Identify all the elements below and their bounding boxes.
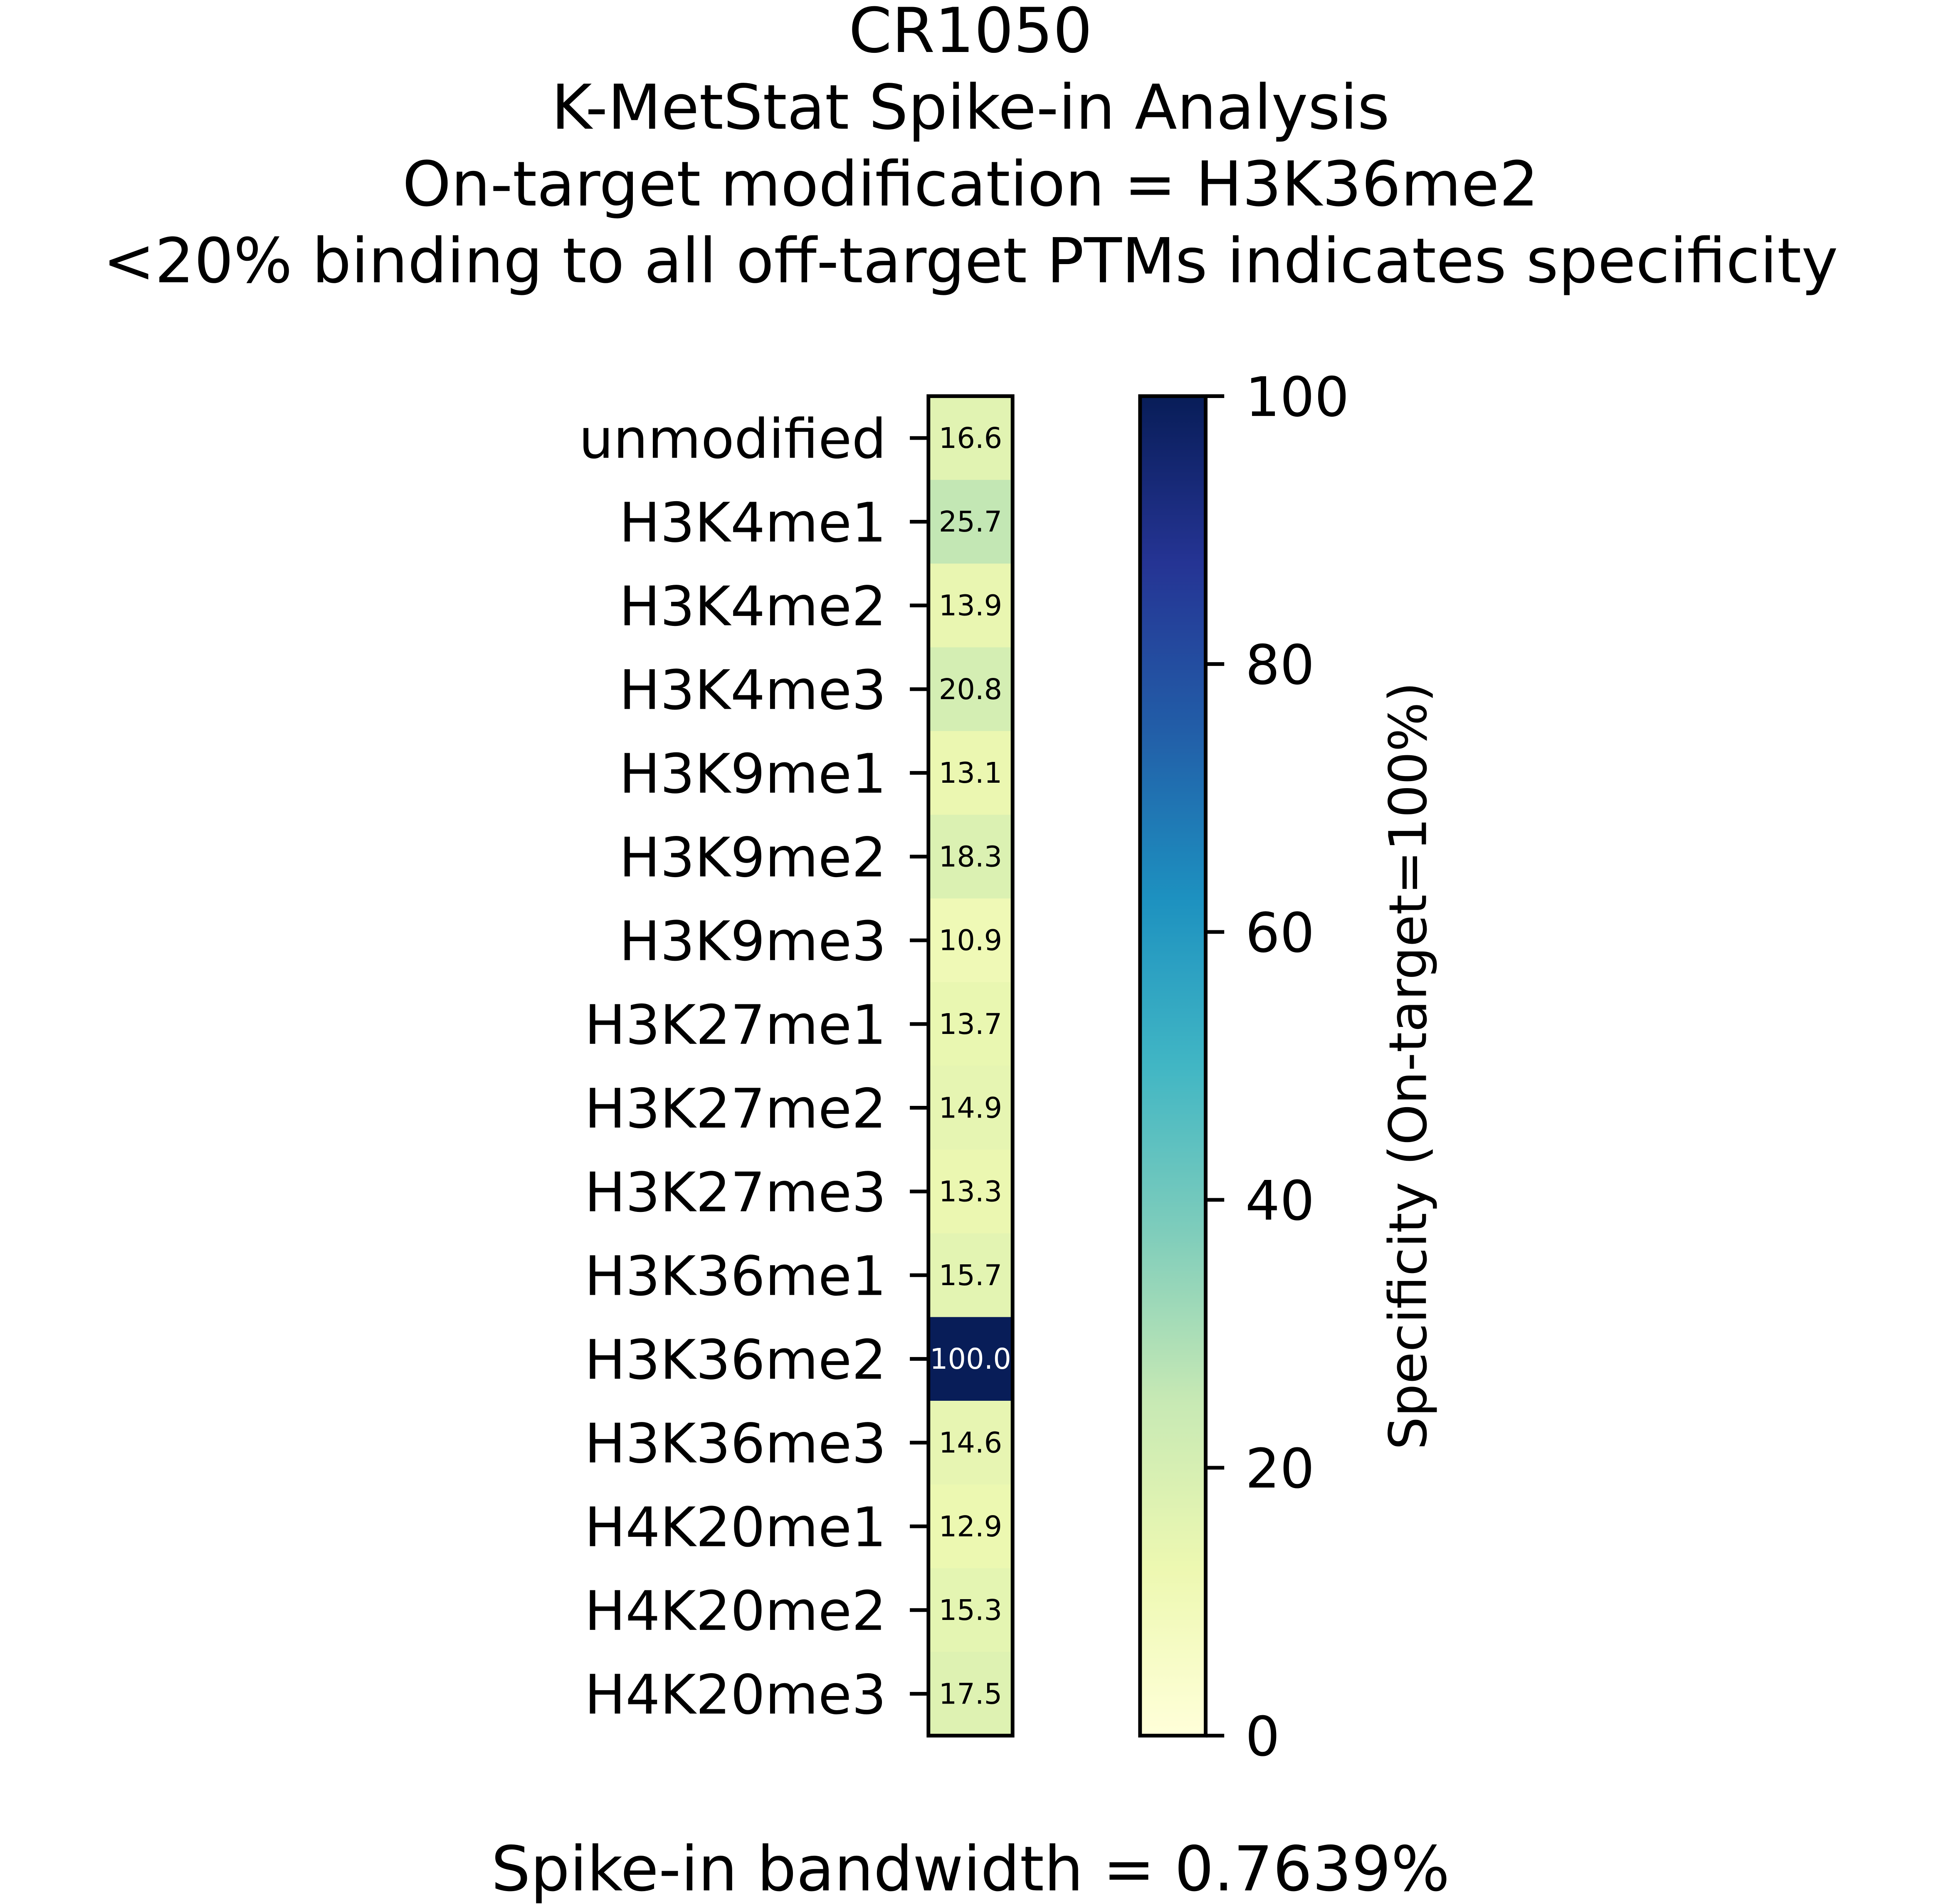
y-tick-label: H4K20me3 — [585, 1663, 887, 1726]
title-line: K-MetStat Spike-in Analysis — [551, 72, 1390, 144]
y-tick-label: H3K4me2 — [619, 574, 887, 638]
y-tick-label: H3K27me1 — [585, 993, 887, 1057]
cell-value-label: 13.1 — [939, 757, 1002, 790]
heatmap-cell — [928, 1233, 1013, 1318]
y-tick-label: H3K36me1 — [585, 1244, 887, 1308]
title-line: On-target modification = H3K36me2 — [403, 148, 1539, 220]
y-tick-label: H4K20me2 — [585, 1579, 887, 1643]
y-tick-label: H3K36me3 — [585, 1412, 887, 1475]
cell-value-label: 13.3 — [939, 1175, 1002, 1209]
cell-value-label: 18.3 — [939, 840, 1002, 873]
colorbar-ticks: 0 20 40 60 80 100 — [1205, 365, 1349, 1768]
cell-value-label: 12.9 — [939, 1510, 1002, 1543]
y-tick-label: unmodified — [579, 407, 886, 471]
heatmap-cell — [928, 480, 1013, 564]
heatmap-cell — [928, 564, 1013, 648]
y-tick-label: H3K36me2 — [585, 1328, 887, 1392]
heatmap-cell — [928, 731, 1013, 816]
cell-value-label: 20.8 — [939, 673, 1002, 706]
colorbar-label: Specificity (On-target=100%) — [1378, 682, 1438, 1450]
y-tick-label: H3K27me2 — [585, 1077, 887, 1140]
y-tick-label: H3K27me3 — [585, 1160, 887, 1224]
title-line: <20% binding to all off-target PTMs indi… — [103, 225, 1838, 297]
heatmap-cell — [928, 1568, 1013, 1653]
colorbar-tick-label: 100 — [1245, 365, 1349, 429]
colorbar-tick-label: 40 — [1245, 1169, 1315, 1233]
cell-value-label: 15.7 — [939, 1259, 1002, 1292]
cell-value-label: 100.0 — [930, 1343, 1011, 1376]
heatmap-cell — [928, 1317, 1013, 1402]
y-tick-label: H3K9me3 — [619, 910, 887, 973]
heatmap-cell — [928, 1150, 1013, 1234]
cell-value-label: 17.5 — [939, 1677, 1002, 1711]
y-tick-label: H3K4me3 — [619, 658, 887, 722]
cell-value-label: 13.7 — [939, 1008, 1002, 1041]
y-tick-label: H4K20me1 — [585, 1496, 887, 1559]
cell-value-label: 16.6 — [939, 422, 1002, 455]
cell-value-label: 14.6 — [939, 1426, 1002, 1459]
y-tick-label: H3K9me1 — [619, 742, 887, 806]
heatmap-cells: 16.6 25.7 13.9 20.8 13.1 18.3 10.9 13.7 14.9 13.3… — [928, 396, 1013, 1736]
title-line: CR1050 — [849, 0, 1092, 67]
y-axis-labels: unmodified H3K4me1 H3K4me2 H3K4me3 H3K9me1 H3… — [579, 407, 929, 1726]
heatmap-cell — [928, 1652, 1013, 1736]
colorbar-tick-label: 0 — [1245, 1705, 1280, 1768]
cell-value-label: 14.9 — [939, 1091, 1002, 1125]
colorbar — [1138, 394, 1208, 1738]
colorbar-tick-label: 60 — [1245, 901, 1315, 964]
heatmap-cell — [928, 1401, 1013, 1485]
cell-value-label: 25.7 — [939, 505, 1002, 539]
cell-value-label: 13.9 — [939, 589, 1002, 623]
cell-value-label: 15.3 — [939, 1594, 1002, 1627]
heatmap-cell — [928, 814, 1013, 899]
heatmap-cell — [928, 982, 1013, 1067]
heatmap-cell — [928, 1066, 1013, 1150]
y-tick-label: H3K9me2 — [619, 826, 887, 889]
y-tick-label: H3K4me1 — [619, 491, 887, 554]
cell-value-label: 10.9 — [939, 924, 1002, 957]
heatmap-cell — [928, 396, 1013, 481]
heatmap-cell — [928, 1484, 1013, 1569]
heatmap-frame — [926, 394, 1015, 1738]
colorbar-tick-label: 20 — [1245, 1437, 1315, 1501]
heatmap-cell — [928, 898, 1013, 983]
heatmap-cell — [928, 647, 1013, 732]
colorbar-tick-label: 80 — [1245, 633, 1315, 697]
x-axis-label: Spike-in bandwidth = 0.7639% — [491, 1833, 1450, 1904]
